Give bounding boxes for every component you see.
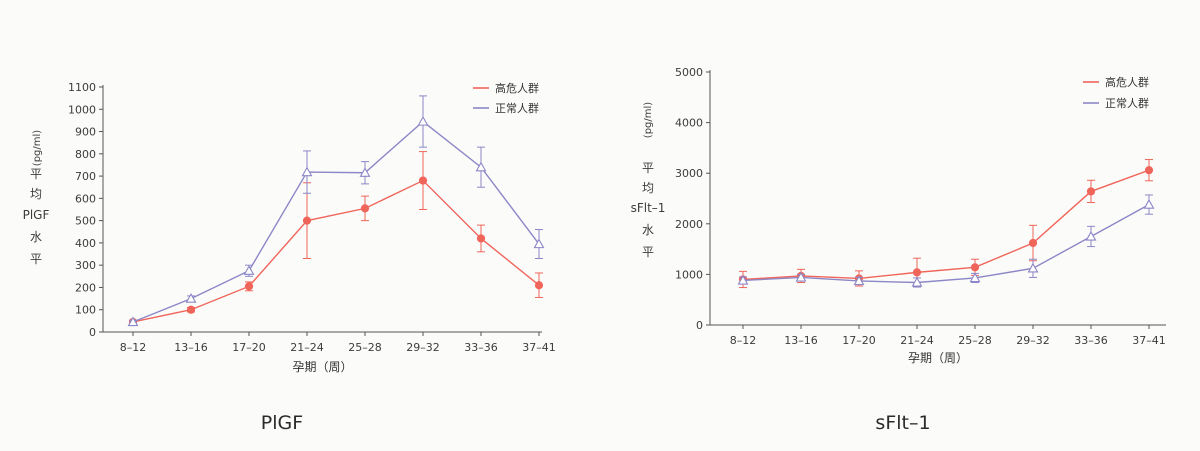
data-point-triangle: [853, 275, 865, 286]
data-point-triangle: [1085, 230, 1097, 241]
data-point-circle: [418, 176, 428, 185]
x-tick-label: 29–32: [1016, 334, 1050, 347]
data-point-circle: [360, 204, 370, 213]
y-tick-label: 900: [75, 126, 96, 139]
data-point-triangle: [795, 271, 807, 282]
x-tick-label: 37–41: [1132, 334, 1166, 347]
y-tick-label: 1100: [68, 81, 96, 94]
y-tick-label: 500: [75, 215, 96, 228]
y-tick-label: 5000: [675, 66, 703, 79]
y-axis-label-part: PlGF: [23, 208, 50, 222]
x-tick-label: 25–28: [348, 341, 382, 354]
y-axis-label-part: 均: [30, 187, 42, 201]
x-tick-label: 33–36: [1074, 334, 1108, 347]
data-point-triangle: [127, 316, 139, 327]
legend-label: 正常人群: [1105, 96, 1149, 110]
plgf-chart: 0 100 200 300 400 500 600 700 800 900 1000 1100 8–12…: [23, 81, 556, 434]
x-tick-label: 17–20: [842, 334, 876, 347]
x-tick-label: 29–32: [406, 341, 440, 354]
y-tick-label: 1000: [675, 268, 703, 281]
data-point-triangle: [359, 167, 371, 177]
x-tick-label: 33–36: [464, 341, 498, 354]
y-axis-label-part: 平: [30, 167, 42, 181]
data-point-triangle: [475, 161, 487, 172]
data-point-triangle: [301, 166, 313, 177]
data-point-circle: [912, 268, 922, 277]
x-tick-label: 21–24: [290, 341, 324, 354]
data-point-triangle: [533, 238, 545, 249]
data-point-circle: [244, 282, 254, 291]
x-tick-label: 8–12: [120, 341, 147, 354]
data-point-circle: [476, 234, 486, 243]
y-axis-label-part: 平: [30, 252, 42, 266]
data-point-triangle: [185, 292, 197, 303]
data-point-circle: [534, 281, 544, 290]
data-point-circle: [186, 305, 196, 314]
x-axis-label: 孕期（周）: [292, 360, 352, 374]
data-point-triangle: [737, 274, 749, 285]
data-point-triangle: [1143, 198, 1155, 209]
data-point-circle: [1086, 187, 1096, 196]
x-tick-label: 17–20: [232, 341, 266, 354]
x-axis-label: 孕期（周）: [908, 351, 968, 365]
legend-label: 高危人群: [495, 81, 539, 95]
y-axis-label-part: 水: [642, 223, 654, 237]
y-axis-label-part: 水: [30, 230, 42, 244]
series-line: [132, 120, 540, 323]
y-tick-label: 4000: [675, 117, 703, 130]
x-tick-label: 13–16: [174, 341, 208, 354]
x-tick-label: 37–41: [522, 341, 556, 354]
data-point-triangle: [417, 115, 429, 126]
y-tick-label: 100: [75, 304, 96, 317]
y-tick-label: 0: [89, 326, 96, 339]
data-point-triangle: [911, 276, 923, 287]
y-tick-label: 300: [75, 259, 96, 272]
y-axis-unit: (pg/ml): [643, 102, 654, 138]
chart-caption: sFlt–1: [875, 412, 930, 434]
y-tick-label: 200: [75, 281, 96, 294]
y-axis-unit: (pg/ml): [32, 130, 43, 166]
data-point-triangle: [1027, 262, 1039, 273]
data-point-circle: [1028, 238, 1038, 248]
x-tick-label: 13–16: [784, 334, 818, 347]
legend-label: 正常人群: [495, 101, 539, 115]
x-tick-label: 25–28: [958, 334, 992, 347]
data-point-triangle: [243, 265, 255, 275]
y-tick-label: 800: [75, 148, 96, 161]
y-tick-label: 3000: [675, 167, 703, 180]
legend-label: 高危人群: [1105, 75, 1149, 89]
y-tick-label: 2000: [675, 218, 703, 231]
y-axis-label-part: 平: [642, 161, 654, 175]
y-axis-label-part: sFlt–1: [631, 201, 666, 215]
data-point-circle: [970, 263, 980, 272]
data-point-circle: [1144, 166, 1154, 175]
x-tick-label: 21–24: [900, 334, 934, 347]
data-point-circle: [302, 216, 312, 225]
x-tick-label: 8–12: [730, 334, 757, 347]
y-tick-label: 600: [75, 192, 96, 205]
y-axis-label-part: 均: [642, 181, 654, 195]
y-tick-label: 400: [75, 237, 96, 250]
chart-caption: PlGF: [261, 412, 303, 434]
y-axis-label-part: 平: [642, 245, 654, 259]
y-tick-label: 0: [696, 319, 703, 332]
y-tick-label: 700: [75, 170, 96, 183]
series-line: [742, 169, 1150, 281]
series-line: [132, 179, 540, 323]
sflt1-chart: 0 1000 2000 3000 4000 5000 8–12 13–16 17–20 21–24…: [631, 66, 1166, 434]
data-point-triangle: [969, 272, 981, 283]
y-tick-label: 1000: [68, 103, 96, 116]
series-line: [742, 203, 1150, 284]
